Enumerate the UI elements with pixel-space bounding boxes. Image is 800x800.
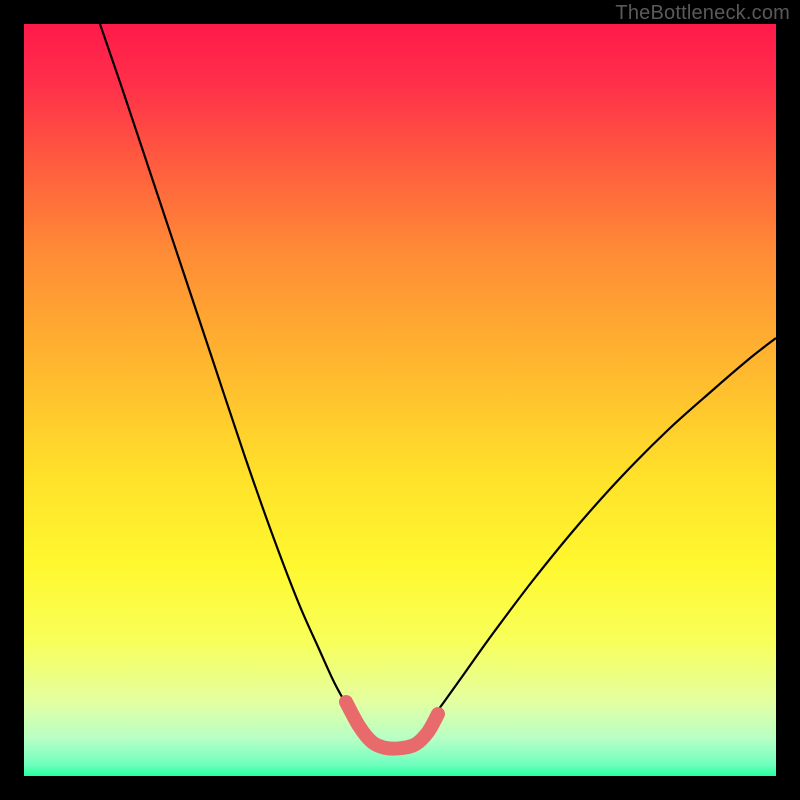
curve-right xyxy=(432,338,776,718)
bottom-highlight xyxy=(346,702,438,749)
curve-left xyxy=(100,24,354,718)
curve-layer xyxy=(24,24,776,776)
plot-area xyxy=(24,24,776,776)
watermark-text: TheBottleneck.com xyxy=(615,2,790,25)
chart-frame: TheBottleneck.com xyxy=(0,0,800,800)
